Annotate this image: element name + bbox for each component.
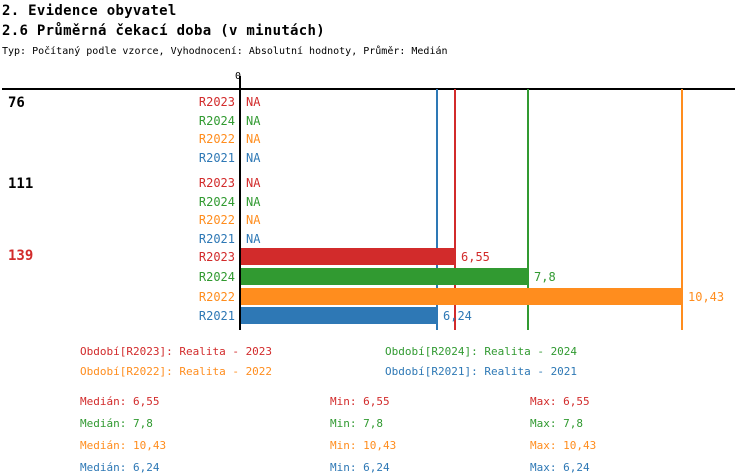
stat-max-r2023: Max: 6,55 xyxy=(530,395,590,408)
na-value: NA xyxy=(246,150,261,165)
stat-median-r2023: Medián: 6,55 xyxy=(80,395,160,408)
legend-item-r2023: Období[R2023]: Realita - 2023 xyxy=(80,345,273,358)
bar-r2023 xyxy=(241,248,455,265)
reference-line-r2023 xyxy=(454,89,456,330)
bar-r2021 xyxy=(241,307,437,325)
stat-max-r2021: Max: 6,24 xyxy=(530,461,590,474)
stat-min-r2023: Min: 6,55 xyxy=(330,395,390,408)
legend-item-r2021: Období[R2021]: Realita - 2021 xyxy=(385,365,578,378)
stat-median-r2024: Medián: 7,8 xyxy=(80,417,153,430)
group-label: 111 xyxy=(8,176,34,192)
reference-line-r2022 xyxy=(681,89,683,330)
chart-subtitle: 2.6 Průměrná čekací doba (v minutách) xyxy=(2,23,325,39)
stat-min-r2024: Min: 7,8 xyxy=(330,417,383,430)
series-row-label: R2024 xyxy=(198,269,235,284)
bar-value-label: 6,24 xyxy=(443,309,472,324)
bar-r2024 xyxy=(241,267,528,285)
series-row-label: R2022 xyxy=(198,289,235,304)
na-value: NA xyxy=(246,95,261,109)
na-value: NA xyxy=(246,213,261,227)
series-row-label: R2024 xyxy=(198,194,235,209)
reference-line-r2021 xyxy=(436,89,438,330)
bar-value-label: 7,8 xyxy=(534,269,556,284)
stat-max-r2024: Max: 7,8 xyxy=(530,417,583,430)
na-value: NA xyxy=(246,176,261,190)
reference-line-r2024 xyxy=(527,89,529,330)
bar-value-label: 6,55 xyxy=(461,250,490,264)
na-value: NA xyxy=(246,194,261,209)
bar-value-label: 10,43 xyxy=(688,289,725,304)
series-row-label: R2021 xyxy=(198,150,235,165)
bar-r2022 xyxy=(241,287,682,305)
series-row-label: R2022 xyxy=(198,213,235,227)
axis-origin-label: 0 xyxy=(235,71,241,82)
series-row-label: R2021 xyxy=(198,309,235,324)
axis-top-line xyxy=(2,88,735,90)
na-value: NA xyxy=(246,231,261,246)
stat-max-r2022: Max: 10,43 xyxy=(530,439,597,452)
stat-min-r2021: Min: 6,24 xyxy=(330,461,390,474)
stat-median-r2022: Medián: 10,43 xyxy=(80,439,167,452)
na-value: NA xyxy=(246,113,261,128)
axis-vertical-line xyxy=(239,76,241,330)
page-title: 2. Evidence obyvatel xyxy=(2,3,177,19)
series-row-label: R2022 xyxy=(198,132,235,146)
chart-meta-line: Typ: Počítaný podle vzorce, Vyhodnocení:… xyxy=(2,46,448,57)
stat-min-r2022: Min: 10,43 xyxy=(330,439,397,452)
series-row-label: R2023 xyxy=(198,250,235,264)
na-value: NA xyxy=(246,132,261,146)
series-row-label: R2024 xyxy=(198,113,235,128)
legend-item-r2022: Období[R2022]: Realita - 2022 xyxy=(80,365,273,378)
series-row-label: R2021 xyxy=(198,231,235,246)
series-row-label: R2023 xyxy=(198,95,235,109)
group-label: 139 xyxy=(8,248,34,264)
group-label: 76 xyxy=(8,95,25,111)
legend-item-r2024: Období[R2024]: Realita - 2024 xyxy=(385,345,578,358)
stat-median-r2021: Medián: 6,24 xyxy=(80,461,160,474)
series-row-label: R2023 xyxy=(198,176,235,190)
